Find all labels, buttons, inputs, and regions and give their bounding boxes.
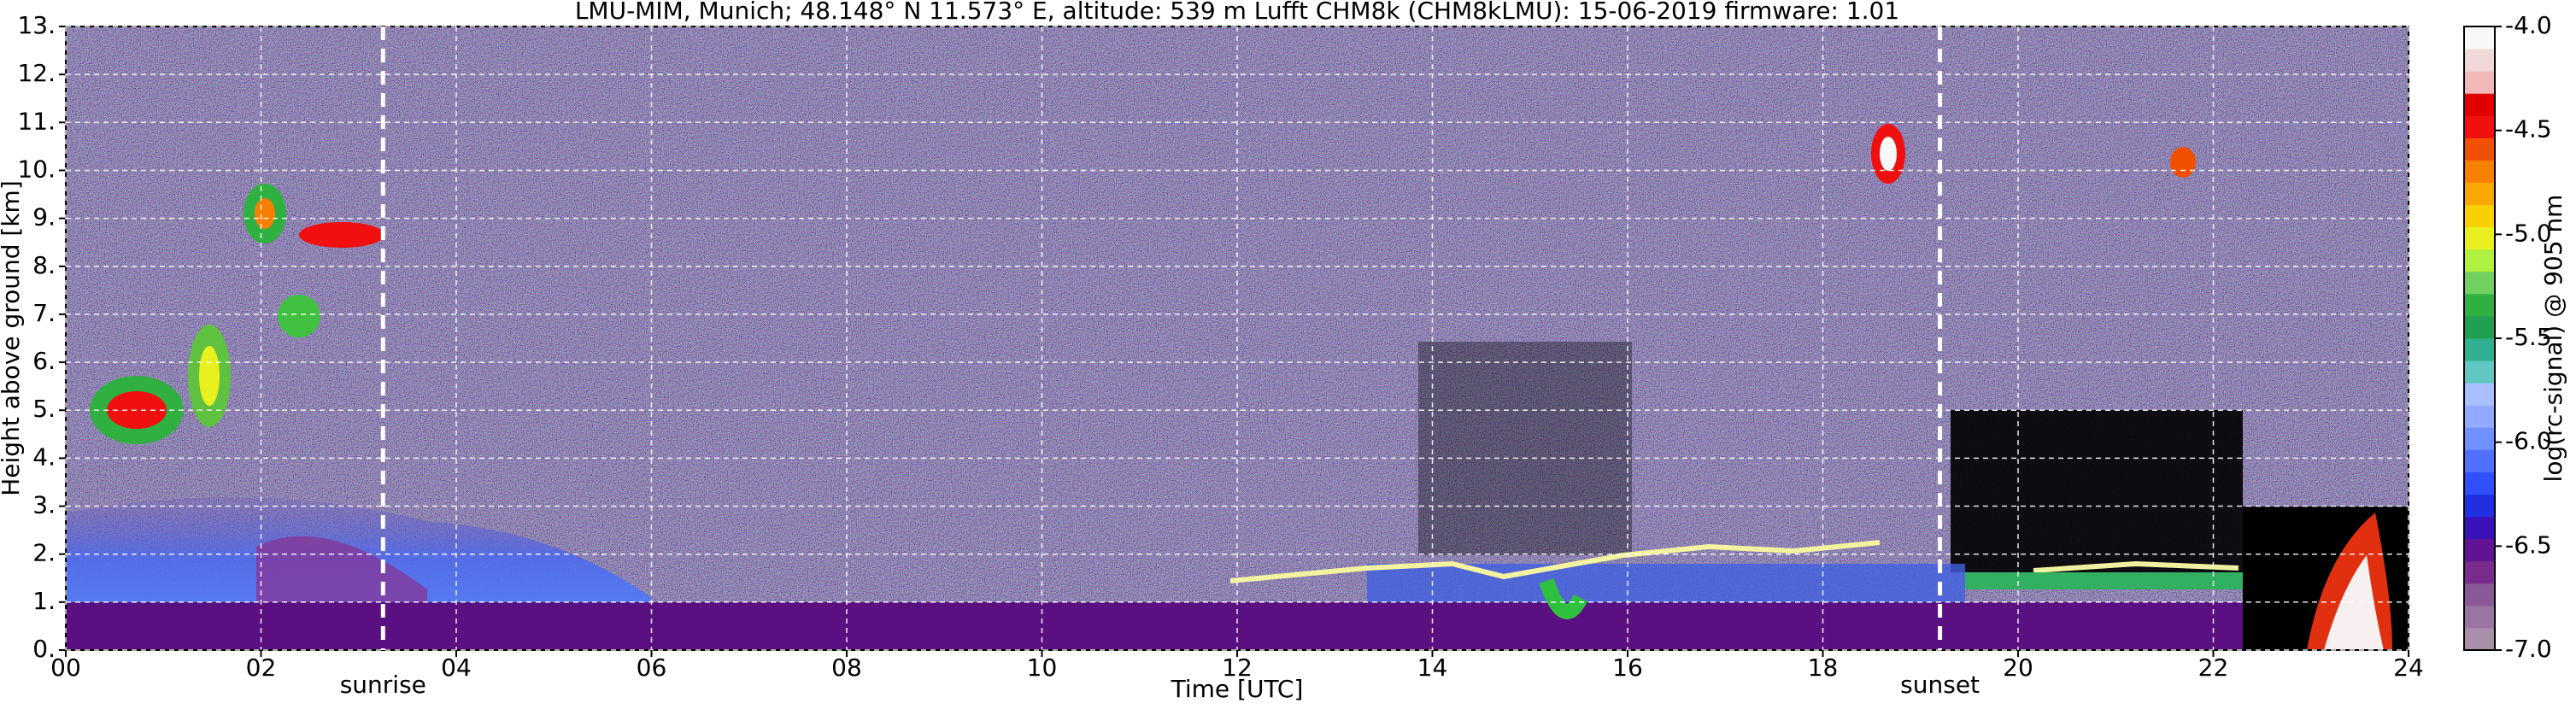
y-tick-label: 6. (32, 347, 56, 375)
colorbar-tick-label: -4.0 (2505, 11, 2552, 39)
colorbar-swatch (2464, 138, 2495, 161)
y-tick-label: 3. (32, 491, 56, 519)
x-axis-label: Time [UTC] (1171, 675, 1304, 703)
colorbar-swatch (2464, 583, 2495, 606)
y-tick-label: 13. (17, 11, 56, 39)
colorbar-swatch (2464, 472, 2495, 495)
y-tick-label: 8. (32, 251, 56, 279)
x-tick-label: 00 (50, 653, 81, 682)
colorbar-swatch (2464, 115, 2495, 138)
colorbar-swatch (2464, 383, 2495, 406)
y-tick-label: 2. (32, 539, 56, 567)
x-tick-label: 12 (1222, 653, 1253, 682)
colorbar-swatch (2464, 93, 2495, 116)
x-tick-label: 10 (1027, 653, 1058, 682)
colorbar-swatch (2464, 71, 2495, 94)
colorbar-swatch (2464, 182, 2495, 206)
colorbar-swatch (2464, 204, 2495, 228)
colorbar-swatch (2464, 26, 2495, 50)
colorbar-swatch (2464, 449, 2495, 472)
y-tick-label: 1. (32, 587, 56, 615)
colorbar-swatch (2464, 494, 2495, 518)
colorbar-swatch (2464, 271, 2495, 295)
colorbar-tick-label: -4.5 (2505, 115, 2552, 144)
y-tick-label: 0. (32, 635, 56, 663)
annotation-label: sunset (1900, 671, 1980, 699)
colorbar-tick-label: -5.0 (2505, 219, 2552, 247)
colorbar-swatch (2464, 338, 2495, 361)
colorbar-swatch (2464, 226, 2495, 250)
colorbar-swatch (2464, 538, 2495, 562)
colorbar-swatch (2464, 49, 2495, 72)
colorbar-tick-label: -6.0 (2505, 427, 2552, 455)
colorbar-swatch (2464, 516, 2495, 540)
colorbar-tick-label: -7.0 (2505, 635, 2552, 663)
colorbar-swatch (2464, 405, 2495, 428)
colorbar-tick-label: -6.5 (2505, 530, 2552, 559)
y-tick-label: 5. (32, 395, 56, 423)
x-tick-label: 02 (246, 653, 277, 682)
x-tick-label: 08 (831, 653, 862, 682)
y-tick-label: 10. (17, 155, 56, 183)
y-tick-label: 12. (17, 59, 56, 87)
y-tick-label: 7. (32, 299, 56, 327)
annotation-label: sunrise (340, 671, 426, 699)
colorbar-swatch (2464, 160, 2495, 183)
colorbar-swatch (2464, 560, 2495, 584)
y-axis-label: Height above ground [km] (0, 180, 25, 496)
y-tick-label: 9. (32, 203, 56, 231)
x-tick-label: 14 (1417, 653, 1448, 682)
colorbar-swatch (2464, 315, 2495, 339)
chart-title: LMU-MIM, Munich; 48.148° N 11.573° E, al… (575, 0, 1899, 25)
x-tick-label: 06 (637, 653, 667, 682)
y-tick-label: 4. (32, 442, 56, 471)
y-tick-label: 11. (17, 107, 56, 135)
colorbar-swatch (2464, 627, 2495, 651)
colorbar-swatch (2464, 360, 2495, 384)
colorbar-swatch (2464, 605, 2495, 629)
colorbar-swatch (2464, 427, 2495, 450)
x-tick-label: 20 (2003, 653, 2033, 682)
colorbar-swatch (2464, 293, 2495, 317)
colorbar-label: log(rc-signal) @ 905 nm (2539, 195, 2567, 483)
x-tick-label: 16 (1612, 653, 1643, 682)
x-tick-label: 18 (1808, 653, 1839, 682)
x-tick-label: 24 (2393, 653, 2424, 682)
colorbar-tick-label: -5.5 (2505, 323, 2552, 351)
x-tick-label: 04 (441, 653, 472, 682)
colorbar-swatch (2464, 249, 2495, 272)
x-tick-label: 22 (2198, 653, 2229, 682)
